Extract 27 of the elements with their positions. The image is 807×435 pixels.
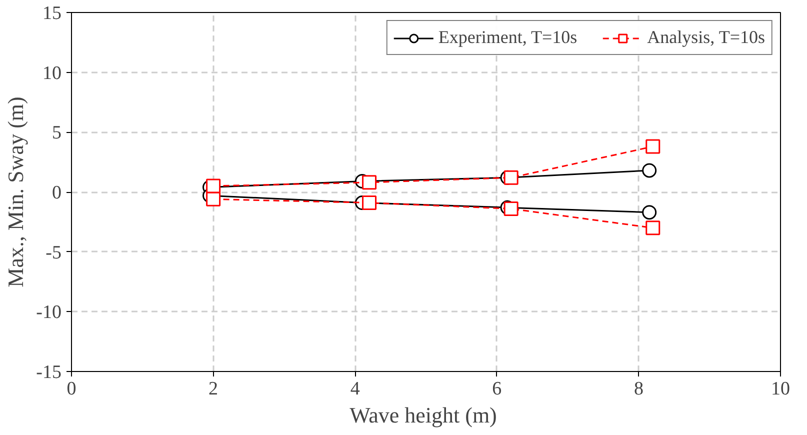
legend-label: Analysis, T=10s <box>647 27 765 48</box>
x-tick-label: 4 <box>350 378 360 400</box>
x-axis-title: Wave height (m) <box>350 402 497 428</box>
point <box>206 192 221 206</box>
y-tick-label: 5 <box>52 122 62 144</box>
y-axis-title: Max., Min. Sway (m) <box>3 96 28 288</box>
y-tick-label: -15 <box>36 362 62 383</box>
y-tick-label: -5 <box>46 242 62 264</box>
point <box>646 220 660 236</box>
x-tick-label: 10 <box>771 378 790 400</box>
y-tick-label: 10 <box>42 62 62 84</box>
y-tick-label: 0 <box>52 182 62 204</box>
point <box>642 163 657 178</box>
point <box>642 205 657 220</box>
x-tick-label: 0 <box>66 378 76 400</box>
point <box>362 175 377 190</box>
point <box>504 202 518 216</box>
x-tick-label: 6 <box>492 378 502 400</box>
point <box>362 196 377 210</box>
point <box>646 139 660 154</box>
point <box>504 170 518 185</box>
y-tick-label: -10 <box>36 302 62 324</box>
y-tick-label: 15 <box>42 3 62 24</box>
x-tick-label: 8 <box>634 378 644 400</box>
x-tick-label: 2 <box>208 378 218 400</box>
legend-label: Experiment, T=10s <box>438 27 578 48</box>
point <box>206 178 221 194</box>
